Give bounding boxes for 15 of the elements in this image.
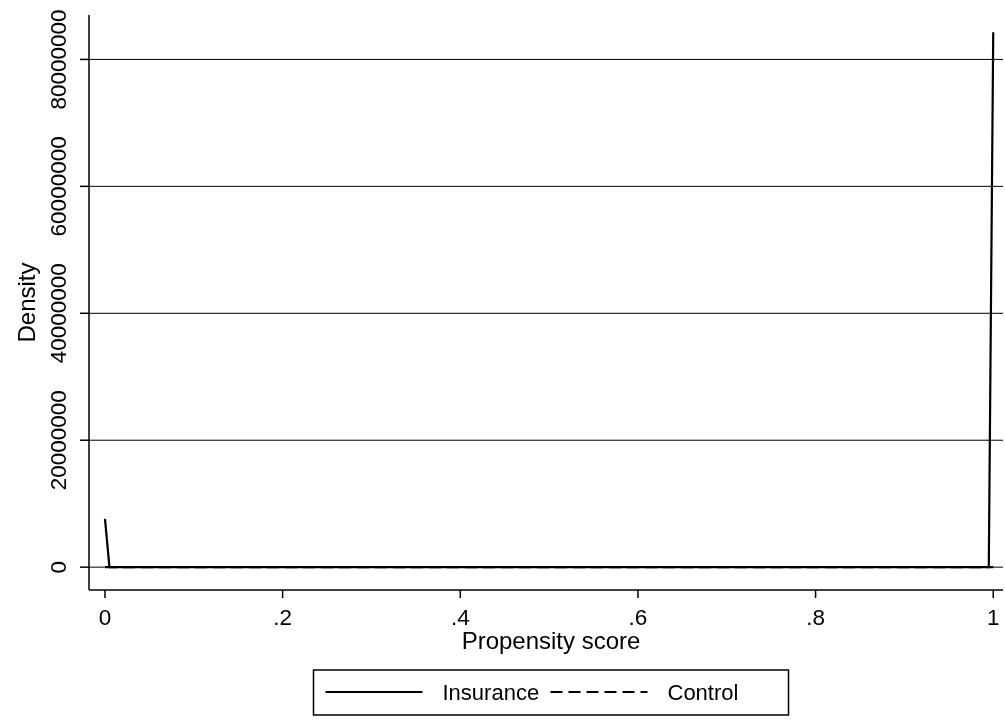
legend-label: Control [667,680,739,705]
x-tick-label: .2 [273,605,293,630]
x-tick-label: 1 [986,605,1000,630]
x-tick-label: .4 [450,605,470,630]
y-tick-label: 40000000 [46,263,71,364]
y-tick-label: 20000000 [46,390,71,491]
y-tick-label: 0 [46,560,71,574]
x-tick-label: 0 [98,605,112,630]
y-tick-label: 80000000 [46,9,71,110]
x-tick-label: .6 [628,605,648,630]
x-tick-label: .8 [806,605,825,630]
y-tick-label: 60000000 [46,136,71,237]
x-axis-title: Propensity score [461,627,641,654]
y-axis-title: Density [13,262,40,343]
legend-label: Insurance [442,680,540,705]
